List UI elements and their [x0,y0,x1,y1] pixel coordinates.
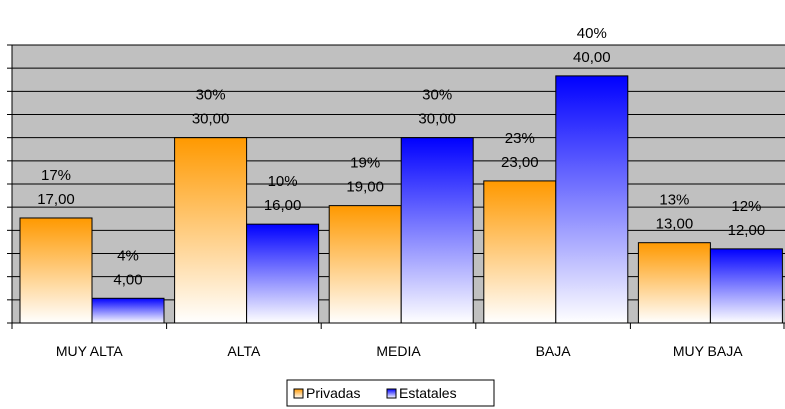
x-tick-label: MUY BAJA [673,343,743,359]
x-tick-label: BAJA [536,343,572,359]
bar-estatales-baja [555,75,629,324]
percent-label: 23% [505,130,535,147]
legend-swatch-privadas [293,388,304,399]
value-label: 30,00 [418,111,456,128]
percent-label: 30% [196,87,226,104]
bar-estatales-media [400,137,474,324]
percent-label: 13% [659,192,689,209]
bar-privadas-muy-baja [637,242,711,324]
x-tick-label: MEDIA [376,343,421,359]
x-tick-label: MUY ALTA [56,343,124,359]
bar-estatales-alta [246,223,320,324]
percent-label: 4% [117,247,139,264]
value-label: 30,00 [192,111,230,128]
legend: Privadas Estatales [286,379,495,407]
bar-privadas-baja [483,180,557,324]
legend-swatch-estatales [386,388,397,399]
percent-label: 17% [41,167,71,184]
bar-privadas-muy-alta [19,217,93,324]
legend-label-estatales: Estatales [399,385,457,401]
value-label: 23,00 [501,154,539,171]
value-label: 4,00 [113,271,142,288]
x-axis: MUY ALTA ALTA MEDIA BAJA MUY BAJA [11,322,785,359]
percent-label: 30% [422,87,452,104]
data-labels: 17,00 17% 4,00 4% 30,00 30% 16,00 10% 19,00 19% 30… [37,25,765,288]
bar-privadas-media [328,205,402,324]
bar-estatales-muy-alta [91,297,165,324]
bars [19,75,783,324]
x-tick-label: ALTA [227,343,261,359]
bar-privadas-alta [174,137,248,324]
value-label: 17,00 [37,191,75,208]
value-label: 13,00 [656,216,694,233]
value-label: 19,00 [346,179,384,196]
value-label: 40,00 [573,49,611,66]
percent-label: 40% [577,25,607,42]
bar-estatales-muy-baja [709,248,783,324]
legend-label-privadas: Privadas [306,385,360,401]
value-label: 16,00 [264,197,302,214]
percent-label: 12% [731,198,761,215]
percent-label: 10% [268,173,298,190]
value-label: 12,00 [728,222,766,239]
percent-label: 19% [350,155,380,172]
